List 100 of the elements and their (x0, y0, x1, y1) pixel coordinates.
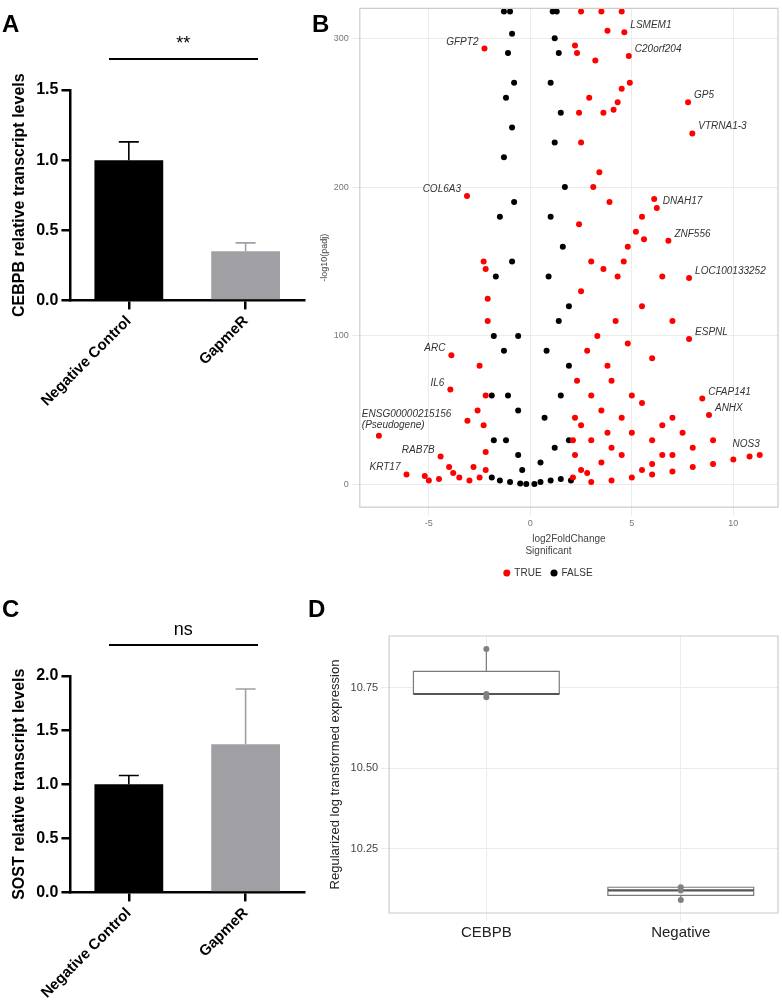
y-tick-label: 0.5 (36, 220, 59, 238)
point (488, 392, 495, 399)
y-tick-label: 0.0 (36, 290, 59, 308)
chart-title: D (308, 595, 326, 623)
point (557, 109, 564, 116)
chart-title: C (2, 595, 20, 623)
point (515, 332, 522, 339)
point (507, 478, 514, 485)
point (509, 258, 516, 265)
x-tick-label: 10 (728, 518, 739, 529)
point (505, 50, 512, 57)
point (509, 30, 516, 37)
point (561, 184, 568, 191)
legend-label: FALSE (561, 566, 593, 578)
x-tick-label: CEBPB (460, 923, 512, 941)
annotation: LOC100133252 (695, 264, 767, 276)
point (500, 347, 507, 354)
text: ns (173, 618, 193, 639)
y-tick-label: 300 (333, 32, 349, 43)
point (547, 213, 554, 220)
y-tick-label: 200 (333, 181, 349, 192)
annotation: ZNF556 (673, 227, 711, 239)
annotation: GP5 (694, 89, 715, 101)
y-tick-label: 100 (333, 330, 349, 341)
point (549, 8, 556, 15)
x-tick-label: 0 (527, 518, 533, 529)
point (519, 466, 526, 473)
point (490, 437, 497, 444)
annotation: IL6 (430, 376, 445, 388)
y-tick-label: 1.0 (36, 150, 59, 168)
point (502, 94, 509, 101)
point (547, 477, 554, 484)
point (555, 50, 562, 57)
point (551, 139, 558, 146)
x-tick-label: Negative (651, 923, 711, 941)
point (523, 481, 530, 488)
annotation: GFPT2 (446, 35, 479, 47)
annotation: C20orf204 (634, 43, 682, 55)
point (559, 243, 566, 250)
point (515, 452, 522, 459)
point (555, 318, 562, 325)
annotation: NOS3 (732, 438, 761, 450)
y-tick-label: 10.75 (350, 680, 379, 693)
y-tick-label: 1.0 (36, 774, 59, 792)
point (545, 273, 552, 280)
y-tick-label: 10.25 (350, 841, 379, 854)
point (500, 8, 507, 15)
annotation: VTRNA1-3 (698, 120, 748, 132)
point (492, 273, 499, 280)
point (505, 392, 512, 399)
point (531, 481, 538, 488)
annotation: KRT17 (369, 461, 401, 473)
y-tick-label: 10.50 (350, 761, 379, 774)
point (515, 407, 522, 414)
y-tick-label: 1.5 (36, 720, 59, 738)
annotation: ARC (423, 342, 447, 354)
annotation: COL6A3 (422, 183, 462, 195)
x-tick-label: -5 (424, 518, 433, 529)
point (537, 478, 544, 485)
point (557, 392, 564, 399)
point (490, 332, 497, 339)
annotation: ESPNL (695, 325, 728, 337)
point (565, 362, 572, 369)
legend-title: Significant (525, 544, 572, 556)
point (507, 8, 514, 15)
y-tick-label: 0.0 (36, 882, 59, 900)
y-axis-title: Regularized log transformed expression (327, 659, 343, 890)
chart-title: B (312, 10, 330, 38)
point (488, 474, 495, 481)
y-axis-title: CEBPB relative transcript levels (10, 73, 28, 318)
chart-title: A (2, 10, 20, 38)
point (557, 475, 564, 482)
point (509, 124, 516, 131)
y-tick-label: 0 (343, 479, 349, 490)
y-tick-label: 2.0 (36, 666, 59, 684)
point (565, 303, 572, 310)
point (496, 477, 503, 484)
annotation: CFAP141 (708, 385, 751, 397)
annotation: ENSG00000215156 (Pseudogene) (361, 407, 452, 430)
point (551, 444, 558, 451)
y-tick-label: 0.5 (36, 828, 59, 846)
point (541, 414, 548, 421)
point (511, 198, 518, 205)
x-tick-label: 5 (629, 518, 635, 529)
text: ** (176, 32, 191, 53)
point (496, 213, 503, 220)
point (547, 79, 554, 86)
x-axis-title: log2FoldChange (532, 532, 607, 544)
annotation: LSMEM1 (630, 19, 672, 31)
y-axis-title: -log10(padj) (318, 233, 329, 282)
point (500, 154, 507, 161)
annotation: DNAH17 (662, 194, 703, 206)
point (543, 347, 550, 354)
y-tick-label: 1.5 (36, 80, 59, 98)
point (511, 79, 518, 86)
y-axis-title: SOST relative transcript levels (10, 668, 28, 900)
annotation: RAB7B (401, 443, 435, 455)
annotation: ANHX (713, 401, 744, 413)
point (551, 35, 558, 42)
point (517, 480, 524, 487)
